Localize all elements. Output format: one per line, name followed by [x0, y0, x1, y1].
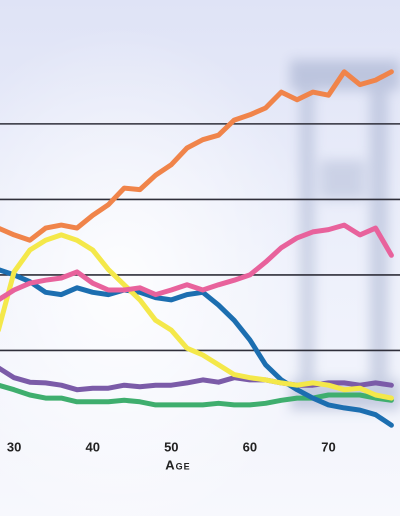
x-axis: 304050607080: [7, 439, 400, 454]
x-tick-label: 30: [7, 439, 21, 454]
series-line: [0, 232, 394, 401]
series-line: [0, 383, 394, 408]
x-tick-label: 50: [164, 439, 178, 454]
plot-lines: [0, 69, 394, 428]
x-axis-label: Age: [165, 457, 190, 472]
series-line: [0, 69, 394, 243]
x-tick-label: 60: [243, 439, 257, 454]
x-tick-label: 70: [321, 439, 335, 454]
series-line: [0, 222, 394, 302]
x-tick-label: 40: [85, 439, 99, 454]
series-line: [0, 267, 394, 428]
